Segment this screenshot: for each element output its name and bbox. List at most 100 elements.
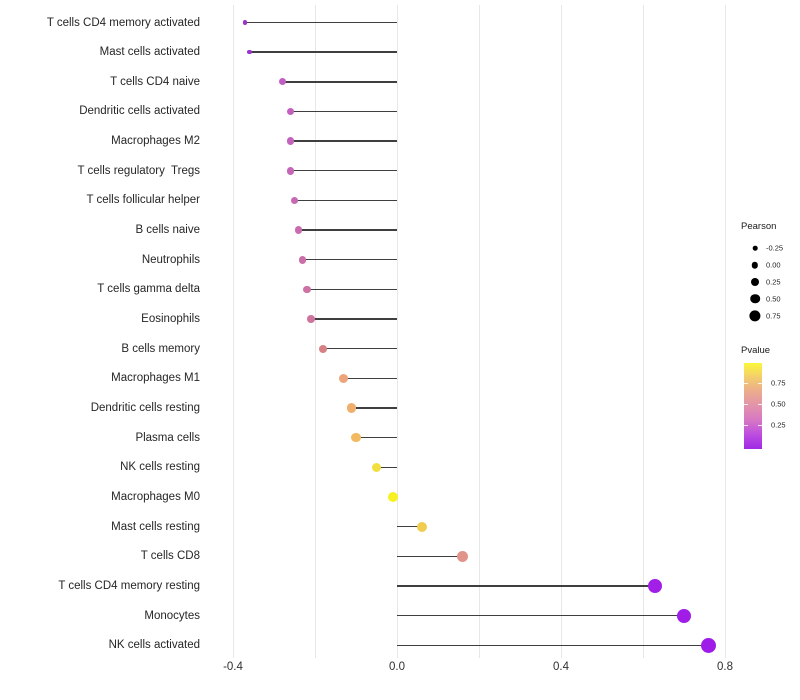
lollipop-dot — [319, 344, 328, 353]
lollipop-stem — [306, 288, 397, 291]
lollipop-stem — [294, 199, 397, 202]
lollipop-dot — [339, 373, 349, 383]
lollipop-dot — [701, 637, 717, 653]
y-axis-label: Macrophages M2 — [111, 135, 200, 148]
y-axis-label: Macrophages M0 — [111, 491, 200, 504]
pvalue-tick-mark — [758, 404, 762, 406]
y-axis-label: T cells regulatory Tregs — [77, 164, 200, 177]
lollipop-dot — [371, 462, 382, 473]
plot-panel — [205, 5, 753, 658]
size-legend-label: 0.25 — [766, 277, 781, 287]
y-axis-label: Plasma cells — [135, 431, 200, 444]
lollipop-stem — [298, 229, 397, 231]
size-legend-entry: 0.25 — [741, 274, 800, 291]
lollipop-dot — [278, 78, 286, 86]
lollipop-stem — [290, 140, 397, 142]
lollipop-dot — [286, 107, 294, 116]
size-legend-label: 0.75 — [766, 311, 781, 321]
lollipop-stem — [249, 51, 397, 53]
x-axis-tick-label: 0.4 — [553, 661, 569, 673]
size-legend-dot — [751, 261, 759, 269]
size-legend-entry: -0.25 — [741, 240, 800, 257]
y-axis-label: B cells memory — [121, 342, 200, 355]
gridline-x-0.8 — [725, 5, 726, 658]
size-legend-entry: 0.75 — [741, 307, 800, 324]
lollipop-dot — [347, 403, 357, 413]
color-legend-title: Pvalue — [741, 345, 771, 356]
lollipop-stem — [356, 437, 397, 439]
gridline-x--0.2 — [315, 5, 316, 658]
y-axis-label: NK cells resting — [120, 461, 200, 474]
y-axis-label: Eosinophils — [141, 313, 200, 326]
lollipop-stem — [323, 348, 397, 350]
y-axis-label: Mast cells activated — [99, 46, 200, 59]
size-legend-label: 0.50 — [766, 294, 781, 304]
lollipop-stem — [343, 377, 397, 380]
lollipop-stem — [397, 555, 463, 558]
pvalue-tick-mark — [744, 425, 748, 427]
lollipop-dot — [286, 167, 295, 175]
gridline-x--0.4 — [233, 5, 234, 658]
gridline-x-0.6 — [643, 5, 644, 658]
y-axis-label: Dendritic cells resting — [90, 402, 200, 415]
lollipop-stem — [397, 615, 684, 617]
pearson-size-legend: Pearson -0.25 0.00 0.25 0.50 0.75 — [741, 221, 800, 324]
y-axis-label: T cells CD4 memory activated — [46, 16, 200, 29]
lollipop-stem — [290, 170, 397, 172]
lollipop-stem — [397, 585, 656, 587]
lollipop-dot — [307, 315, 315, 323]
lollipop-stem — [376, 466, 397, 469]
x-axis-tick-label: -0.4 — [223, 661, 243, 673]
y-axis-label: Dendritic cells activated — [79, 105, 200, 118]
y-axis-label: Mast cells resting — [111, 520, 200, 533]
lollipop-stem — [351, 407, 397, 409]
pvalue-tick-label: 0.75 — [771, 378, 786, 388]
pvalue-gradient-bar — [744, 363, 762, 449]
y-axis-label: NK cells activated — [108, 639, 200, 652]
pvalue-color-legend: Pvalue 0.75 0.50 0.25 — [741, 345, 800, 449]
y-axis-label: T cells CD4 naive — [110, 75, 200, 88]
pvalue-tick-label: 0.50 — [771, 399, 786, 409]
x-axis-tick-label: 0.8 — [717, 661, 733, 673]
size-legend-dot — [749, 309, 761, 322]
y-axis-label: B cells naive — [135, 224, 200, 237]
lollipop-dot — [648, 579, 663, 594]
lollipop-stem — [302, 259, 397, 261]
y-axis-label: T cells CD8 — [140, 550, 200, 563]
size-legend-title: Pearson — [741, 221, 777, 232]
pvalue-tick-mark — [758, 425, 762, 427]
lollipop-dot — [298, 255, 307, 264]
lollipop-dot — [457, 550, 469, 562]
y-axis-label: Neutrophils — [141, 253, 200, 266]
pvalue-tick-label: 0.25 — [771, 420, 786, 430]
lollipop-dot — [286, 137, 295, 145]
size-legend-entry: 0.50 — [741, 290, 800, 307]
pvalue-tick-mark — [758, 382, 762, 384]
lollipop-dot — [387, 492, 398, 503]
pvalue-tick-mark — [744, 382, 748, 384]
size-legend-entries: -0.25 0.00 0.25 0.50 0.75 — [741, 240, 800, 324]
lollipop-dot — [294, 226, 303, 234]
y-axis-label: T cells follicular helper — [86, 194, 200, 207]
size-legend-dot — [751, 277, 759, 286]
lollipop-dot — [302, 285, 311, 294]
gridline-x-0.4 — [561, 5, 562, 658]
lollipop-dot — [247, 49, 252, 55]
lollipop-stem — [245, 21, 397, 24]
size-legend-dot — [750, 293, 760, 304]
y-axis-label: Macrophages M1 — [111, 372, 200, 385]
lollipop-stem — [290, 110, 397, 113]
x-axis-tick-label: 0.0 — [389, 661, 405, 673]
size-legend-dot — [752, 246, 758, 251]
lollipop-stem — [282, 81, 397, 83]
lollipop-dot — [243, 20, 248, 25]
lollipop-stem — [397, 526, 422, 528]
y-axis-label: T cells CD4 memory resting — [58, 580, 200, 593]
lollipop-stem — [397, 644, 709, 647]
lollipop-dot — [351, 433, 361, 443]
y-axis-label: Monocytes — [144, 609, 200, 622]
lollipop-dot — [416, 521, 427, 532]
y-axis-label: T cells gamma delta — [97, 283, 200, 296]
size-legend-label: -0.25 — [766, 243, 784, 253]
